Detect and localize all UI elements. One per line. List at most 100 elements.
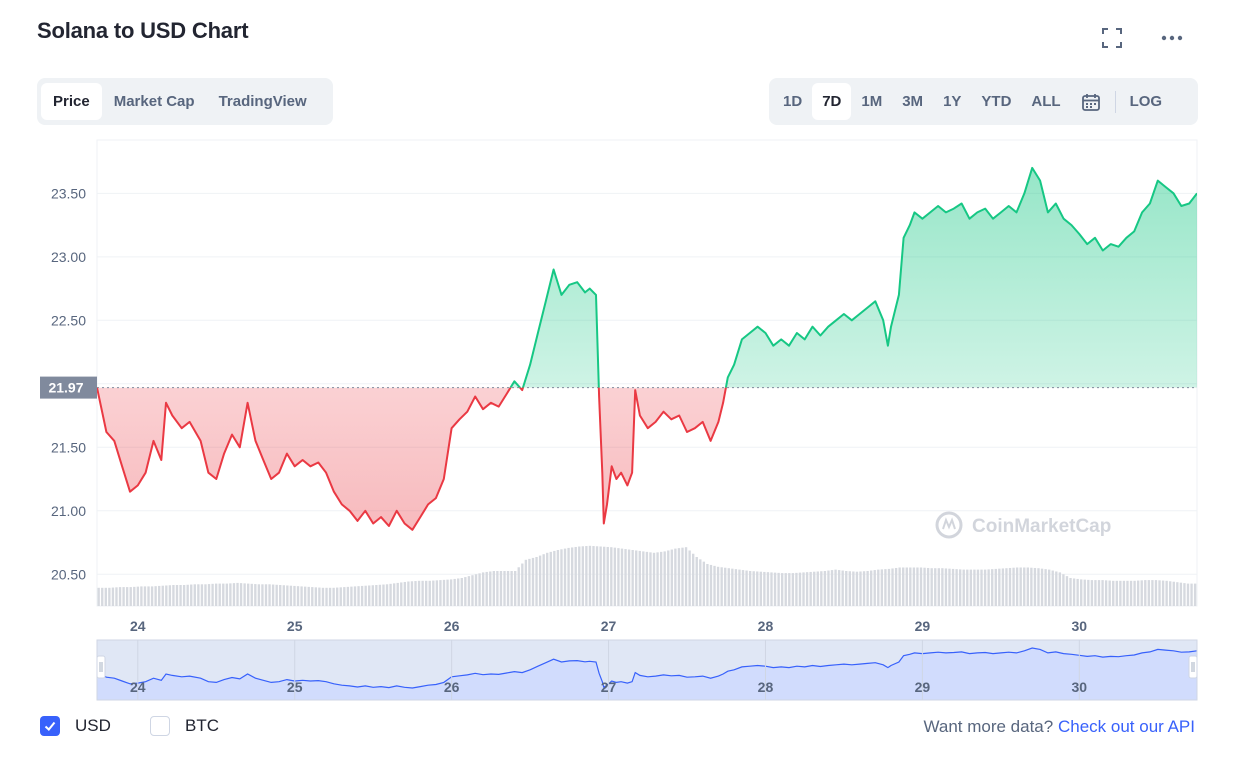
range-1y[interactable]: 1Y <box>943 93 962 110</box>
calendar-icon[interactable] <box>1071 83 1111 120</box>
volume-bar <box>1179 582 1183 606</box>
more-dots-icon[interactable] <box>1158 24 1186 52</box>
range-3m[interactable]: 3M <box>902 93 924 110</box>
range-1m[interactable]: 1M <box>861 93 883 110</box>
tab-tradingview[interactable]: TradingView <box>218 93 307 110</box>
y-tick-label: 21.50 <box>51 439 86 455</box>
volume-bar <box>261 584 264 606</box>
navigator-selection <box>96 639 1198 701</box>
volume-bar <box>343 587 346 606</box>
volume-bar <box>1019 567 1022 606</box>
volume-bar <box>869 570 873 606</box>
volume-bar <box>788 573 791 606</box>
volume-bar <box>553 550 556 606</box>
x-tick-label: 26 <box>444 618 460 634</box>
volume-bar <box>834 569 837 606</box>
volume-bar <box>1183 583 1186 606</box>
navigator-handle-left[interactable] <box>96 655 106 679</box>
volume-bar <box>236 582 239 606</box>
volume-bar <box>1172 581 1175 606</box>
volume-bar <box>813 571 816 606</box>
volume-bar <box>257 584 261 606</box>
volume-bar <box>948 568 951 606</box>
volume-bar <box>446 579 449 606</box>
volume-bar <box>1144 580 1147 606</box>
x-tick-label: 24 <box>130 618 146 634</box>
volume-bar <box>688 550 691 606</box>
tab-market-cap[interactable]: Market Cap <box>113 93 195 110</box>
volume-bar <box>887 568 891 606</box>
tab-price[interactable]: Price <box>41 83 102 120</box>
volume-bar <box>481 572 485 606</box>
volume-bar <box>695 557 698 606</box>
volume-bar <box>613 547 617 606</box>
volume-bar <box>1097 580 1101 606</box>
volume-bar <box>780 573 784 606</box>
volume-bar <box>357 586 360 606</box>
volume-bar <box>1154 580 1158 606</box>
volume-bar <box>652 552 656 606</box>
volume-bar <box>759 571 762 606</box>
volume-bar <box>247 583 250 606</box>
navigator-tick-label: 24 <box>130 679 146 695</box>
x-tick-label: 25 <box>287 618 303 634</box>
volume-bar <box>325 587 328 606</box>
volume-bar <box>186 584 189 606</box>
volume-bar <box>197 584 200 606</box>
volume-bar <box>218 583 221 606</box>
volume-bar <box>514 571 517 606</box>
navigator-tick-label: 27 <box>601 679 617 695</box>
volume-bar <box>994 568 997 606</box>
navigator-tick-label: 28 <box>758 679 774 695</box>
volume-bar <box>435 580 439 606</box>
legend-usd[interactable]: USD <box>40 716 111 736</box>
navigator-handle-right[interactable] <box>1188 655 1198 679</box>
volume-bar <box>546 552 549 606</box>
volume-bar <box>268 584 271 606</box>
navigator-tick-label: 25 <box>287 679 303 695</box>
fullscreen-icon[interactable] <box>1098 24 1126 52</box>
volume-bar <box>172 585 175 606</box>
volume-bar <box>314 587 318 606</box>
volume-bar <box>770 572 773 606</box>
volume-bar <box>684 547 688 606</box>
volume-bar <box>756 571 759 606</box>
volume-bar <box>599 546 602 606</box>
volume-bar <box>852 571 855 606</box>
range-7d[interactable]: 7D <box>812 83 852 120</box>
volume-bar <box>1040 568 1044 606</box>
volume-bar <box>392 583 396 606</box>
api-link[interactable]: Check out our API <box>1057 717 1195 736</box>
range-1d[interactable]: 1D <box>783 93 803 110</box>
volume-bar <box>1083 579 1086 606</box>
volume-bar <box>1069 578 1072 606</box>
volume-bar <box>353 586 357 606</box>
volume-bar <box>624 549 627 606</box>
price-chart[interactable]: 20.50 21.00 21.50 22.50 23.00 23.50 21.97 CoinM… <box>0 130 1233 710</box>
volume-bar <box>773 572 777 606</box>
volume-bar <box>556 550 560 606</box>
volume-bar <box>1058 572 1062 606</box>
volume-bar <box>158 585 161 606</box>
volume-bar <box>154 586 157 606</box>
volume-bar <box>1140 580 1143 606</box>
legend-btc[interactable]: BTC <box>150 716 219 736</box>
volume-bar <box>303 586 307 606</box>
range-all[interactable]: ALL <box>1031 93 1061 110</box>
btc-checkbox[interactable] <box>150 716 170 736</box>
volume-bar <box>855 571 859 606</box>
volume-bar <box>350 586 353 606</box>
x-tick-label: 30 <box>1072 618 1088 634</box>
volume-bar <box>980 569 983 606</box>
volume-bar <box>289 585 293 606</box>
range-ytd[interactable]: YTD <box>981 93 1012 110</box>
volume-bar <box>425 580 428 606</box>
volume-bar <box>190 584 193 606</box>
volume-bar <box>279 585 282 606</box>
volume-bar <box>193 584 196 606</box>
volume-bar <box>966 569 969 606</box>
usd-checkbox[interactable] <box>40 716 60 736</box>
log-toggle[interactable]: LOG <box>1129 93 1163 110</box>
price-line-up <box>97 166 1197 388</box>
volume-bar <box>410 581 414 606</box>
